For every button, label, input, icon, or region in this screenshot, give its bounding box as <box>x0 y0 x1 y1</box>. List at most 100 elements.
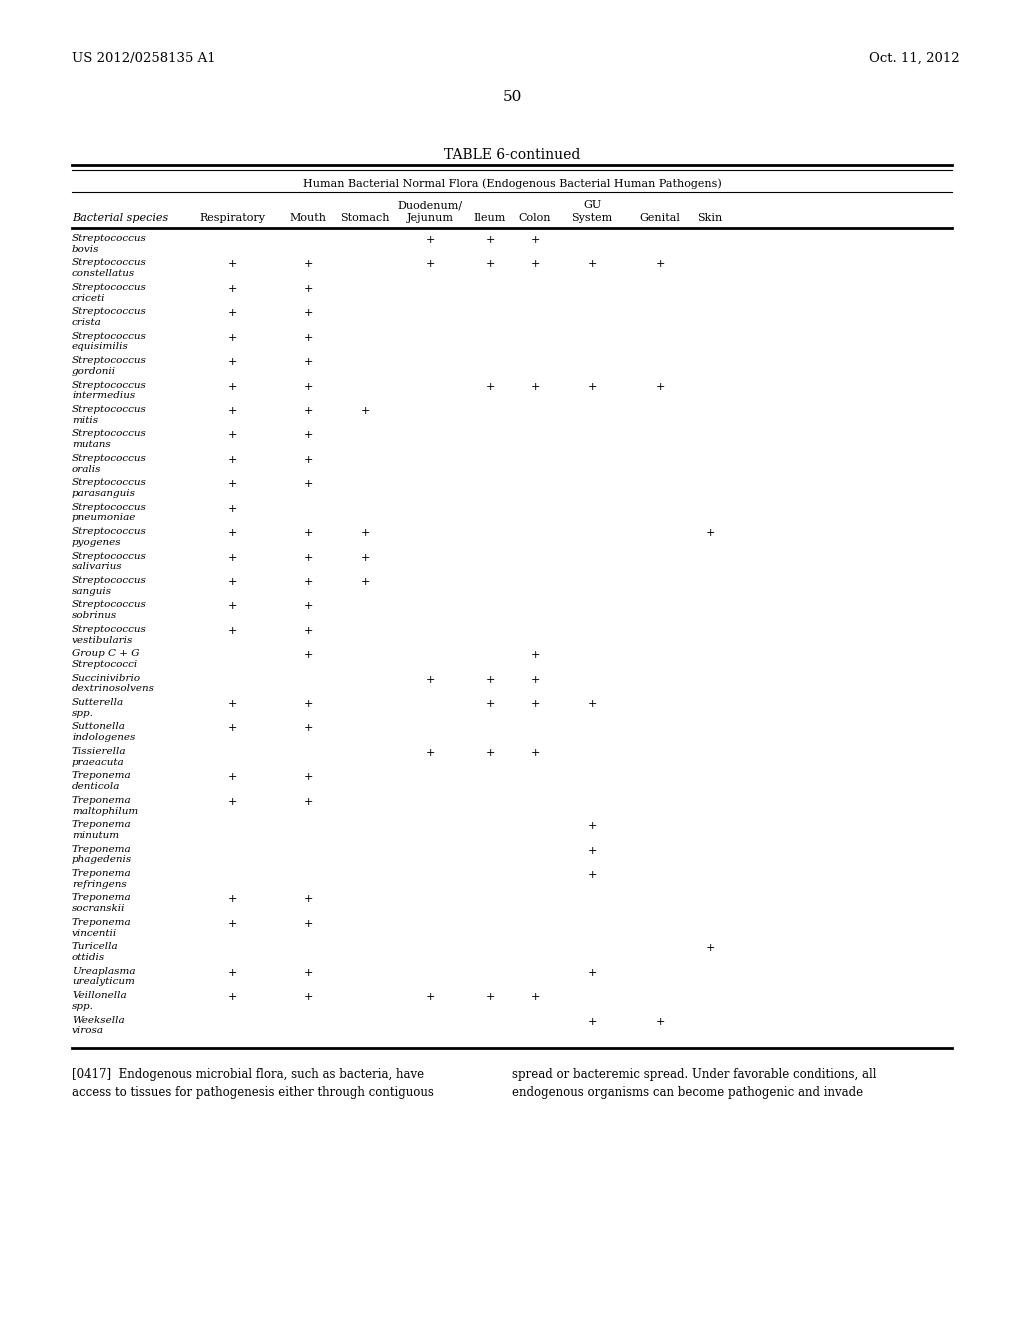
Text: +: + <box>303 358 312 367</box>
Text: +: + <box>303 333 312 343</box>
Text: Bacterial species: Bacterial species <box>72 213 168 223</box>
Text: Streptococcus
vestibularis: Streptococcus vestibularis <box>72 624 146 644</box>
Text: Colon: Colon <box>519 213 551 223</box>
Text: +: + <box>227 528 237 539</box>
Text: +: + <box>303 919 312 929</box>
Text: +: + <box>530 675 540 685</box>
Text: +: + <box>588 968 597 978</box>
Text: +: + <box>530 700 540 709</box>
Text: +: + <box>303 455 312 465</box>
Text: Streptococcus
gordonii: Streptococcus gordonii <box>72 356 146 376</box>
Text: +: + <box>588 260 597 269</box>
Text: Ureaplasma
urealyticum: Ureaplasma urealyticum <box>72 966 135 986</box>
Text: Genital: Genital <box>640 213 680 223</box>
Text: +: + <box>425 260 434 269</box>
Text: Suttonella
indologenes: Suttonella indologenes <box>72 722 135 742</box>
Text: +: + <box>303 626 312 636</box>
Text: +: + <box>655 1016 665 1027</box>
Text: +: + <box>425 993 434 1002</box>
Text: Group C + G
Streptococci: Group C + G Streptococci <box>72 649 139 669</box>
Text: +: + <box>227 309 237 318</box>
Text: +: + <box>227 284 237 294</box>
Text: Treponema
refringens: Treponema refringens <box>72 869 132 888</box>
Text: +: + <box>588 821 597 832</box>
Text: +: + <box>227 553 237 562</box>
Text: +: + <box>227 333 237 343</box>
Text: Succinivibrio
dextrinosolvens: Succinivibrio dextrinosolvens <box>72 673 155 693</box>
Text: +: + <box>485 235 495 246</box>
Text: Streptococcus
pneumoniae: Streptococcus pneumoniae <box>72 503 146 523</box>
Text: +: + <box>360 553 370 562</box>
Text: +: + <box>485 260 495 269</box>
Text: Sutterella
spp.: Sutterella spp. <box>72 698 124 718</box>
Text: +: + <box>303 381 312 392</box>
Text: [0417]  Endogenous microbial flora, such as bacteria, have
access to tissues for: [0417] Endogenous microbial flora, such … <box>72 1068 434 1100</box>
Text: +: + <box>706 528 715 539</box>
Text: +: + <box>303 309 312 318</box>
Text: +: + <box>227 381 237 392</box>
Text: Weeksella
virosa: Weeksella virosa <box>72 1015 125 1035</box>
Text: +: + <box>303 260 312 269</box>
Text: 50: 50 <box>503 90 521 104</box>
Text: +: + <box>227 479 237 490</box>
Text: spread or bacteremic spread. Under favorable conditions, all
endogenous organism: spread or bacteremic spread. Under favor… <box>512 1068 877 1100</box>
Text: Streptococcus
crista: Streptococcus crista <box>72 308 146 327</box>
Text: +: + <box>227 407 237 416</box>
Text: +: + <box>303 553 312 562</box>
Text: +: + <box>530 993 540 1002</box>
Text: +: + <box>485 748 495 758</box>
Text: +: + <box>530 748 540 758</box>
Text: +: + <box>227 895 237 904</box>
Text: Treponema
phagedenis: Treponema phagedenis <box>72 845 132 865</box>
Text: +: + <box>425 235 434 246</box>
Text: +: + <box>227 602 237 611</box>
Text: US 2012/0258135 A1: US 2012/0258135 A1 <box>72 51 216 65</box>
Text: Streptococcus
salivarius: Streptococcus salivarius <box>72 552 146 572</box>
Text: +: + <box>227 626 237 636</box>
Text: +: + <box>303 479 312 490</box>
Text: Streptococcus
pyogenes: Streptococcus pyogenes <box>72 527 146 546</box>
Text: +: + <box>588 1016 597 1027</box>
Text: Streptococcus
bovis: Streptococcus bovis <box>72 234 146 253</box>
Text: Treponema
denticola: Treponema denticola <box>72 771 132 791</box>
Text: +: + <box>227 723 237 734</box>
Text: +: + <box>360 407 370 416</box>
Text: Oct. 11, 2012: Oct. 11, 2012 <box>869 51 961 65</box>
Text: Ileum: Ileum <box>474 213 506 223</box>
Text: GU: GU <box>583 201 601 210</box>
Text: Streptococcus
criceti: Streptococcus criceti <box>72 282 146 302</box>
Text: Human Bacterial Normal Flora (Endogenous Bacterial Human Pathogens): Human Bacterial Normal Flora (Endogenous… <box>303 178 721 189</box>
Text: +: + <box>227 577 237 587</box>
Text: Treponema
vincentii: Treponema vincentii <box>72 917 132 937</box>
Text: +: + <box>485 381 495 392</box>
Text: +: + <box>706 944 715 953</box>
Text: +: + <box>227 700 237 709</box>
Text: Streptococcus
equisimilis: Streptococcus equisimilis <box>72 331 146 351</box>
Text: Turicella
ottidis: Turicella ottidis <box>72 942 119 962</box>
Text: +: + <box>303 430 312 441</box>
Text: +: + <box>655 260 665 269</box>
Text: +: + <box>227 919 237 929</box>
Text: Streptococcus
constellatus: Streptococcus constellatus <box>72 259 146 279</box>
Text: Mouth: Mouth <box>290 213 327 223</box>
Text: +: + <box>227 358 237 367</box>
Text: +: + <box>227 993 237 1002</box>
Text: Streptococcus
parasanguis: Streptococcus parasanguis <box>72 478 146 498</box>
Text: Treponema
minutum: Treponema minutum <box>72 820 132 840</box>
Text: +: + <box>588 846 597 855</box>
Text: +: + <box>655 381 665 392</box>
Text: +: + <box>227 504 237 513</box>
Text: +: + <box>303 284 312 294</box>
Text: Streptococcus
mitis: Streptococcus mitis <box>72 405 146 425</box>
Text: Duodenum/: Duodenum/ <box>397 201 463 210</box>
Text: Respiratory: Respiratory <box>199 213 265 223</box>
Text: +: + <box>588 870 597 880</box>
Text: +: + <box>425 675 434 685</box>
Text: +: + <box>303 528 312 539</box>
Text: +: + <box>303 651 312 660</box>
Text: Stomach: Stomach <box>340 213 390 223</box>
Text: System: System <box>571 213 612 223</box>
Text: +: + <box>530 260 540 269</box>
Text: +: + <box>227 772 237 783</box>
Text: Treponema
maltophilum: Treponema maltophilum <box>72 796 138 816</box>
